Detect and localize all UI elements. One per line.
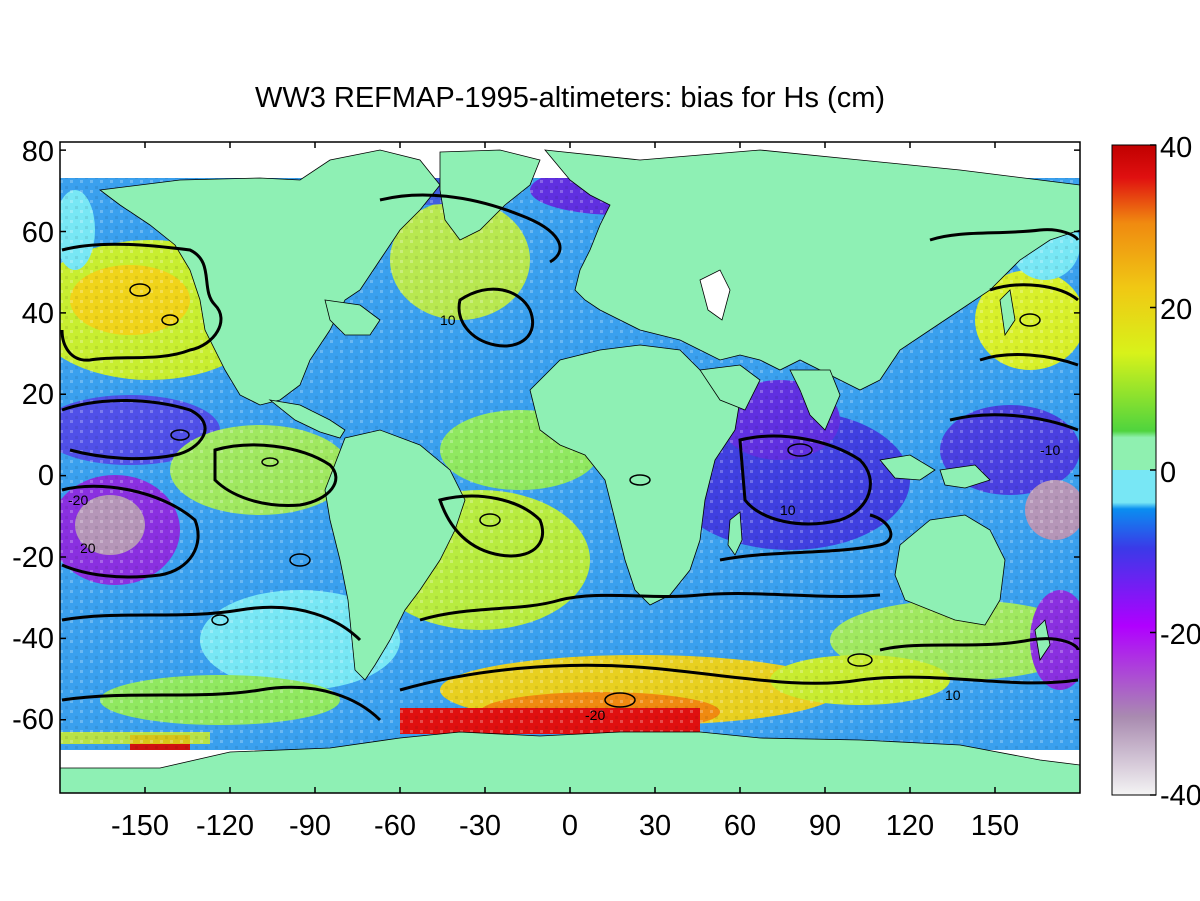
contour-lines-thin bbox=[129, 283, 1041, 708]
x-tick-label: 150 bbox=[970, 810, 1020, 842]
contour-label: -20 bbox=[585, 707, 605, 723]
colorbar bbox=[1111, 144, 1157, 796]
y-tick-label: -60 bbox=[12, 704, 54, 736]
contour-label: -10 bbox=[1040, 442, 1060, 458]
y-tick-label: 60 bbox=[21, 217, 54, 249]
colorbar-tick-label: -40 bbox=[1160, 780, 1200, 812]
x-tick-label: -150 bbox=[110, 810, 170, 842]
y-tick-label: -20 bbox=[12, 542, 54, 574]
colorbar-tick-marks bbox=[1150, 144, 1156, 796]
colorbar-tick-label: -20 bbox=[1160, 619, 1200, 651]
contour-label: 10 bbox=[440, 312, 456, 328]
contour-value-labels: 10 10 -20 20 -10 10 -20 bbox=[68, 312, 1060, 723]
contour-label: -20 bbox=[68, 492, 88, 508]
x-tick-label: -90 bbox=[289, 810, 331, 842]
x-tick-label: 120 bbox=[885, 810, 935, 842]
y-tick-label: 0 bbox=[37, 460, 54, 492]
colorbar-tick-label: 20 bbox=[1160, 294, 1193, 326]
x-tick-label: -120 bbox=[195, 810, 255, 842]
land-antarctica bbox=[60, 731, 1080, 793]
x-tick-label: -60 bbox=[374, 810, 416, 842]
contour-label: 10 bbox=[780, 502, 796, 518]
contour-label: 10 bbox=[945, 687, 961, 703]
x-tick-label: 60 bbox=[723, 810, 757, 842]
y-tick-label: 20 bbox=[21, 379, 54, 411]
colorbar-tick-label: 40 bbox=[1160, 132, 1193, 164]
x-tick-label: 90 bbox=[808, 810, 842, 842]
x-tick-label: 30 bbox=[638, 810, 672, 842]
caspian-sea bbox=[699, 269, 731, 321]
y-tick-label: 40 bbox=[21, 298, 54, 330]
y-tick-label: -40 bbox=[12, 623, 54, 655]
colorbar-tick-label: 0 bbox=[1160, 457, 1177, 489]
axis-tick-marks bbox=[60, 142, 1080, 793]
x-tick-label: -30 bbox=[459, 810, 501, 842]
y-tick-label: 80 bbox=[21, 136, 54, 168]
contour-lines bbox=[60, 193, 1080, 722]
x-tick-label: 0 bbox=[561, 810, 579, 842]
contour-label: 20 bbox=[80, 540, 96, 556]
map-title: WW3 REFMAP-1995-altimeters: bias for Hs … bbox=[254, 82, 886, 114]
